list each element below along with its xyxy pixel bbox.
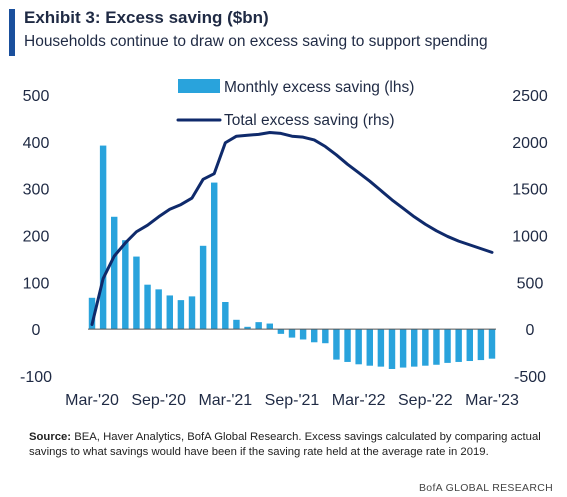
- bar-1: [99, 145, 107, 330]
- bar-27: [388, 329, 396, 369]
- left-tick-label: 400: [23, 135, 50, 152]
- bar-34: [466, 329, 473, 362]
- excess-saving-chart: -100 0 100 200 300 400 500 -500 0 500 1000 1500 200…: [20, 79, 548, 409]
- x-axis-ticks: Mar-'20 Sep-'20 Mar-'21 Sep-'21 Mar-'22 Sep-'…: [65, 392, 519, 409]
- bar-36: [488, 329, 496, 359]
- bar-26: [377, 329, 385, 367]
- bar-28: [399, 329, 407, 368]
- bar-16: [266, 323, 273, 330]
- source-label: Source:: [29, 431, 72, 443]
- bar-32: [444, 329, 451, 363]
- x-tick-label: Sep-'22: [398, 392, 453, 409]
- bar-12: [222, 302, 229, 330]
- bar-7: [166, 295, 173, 330]
- right-axis-ticks: -500 0 500 1000 1500 2000 2500: [512, 88, 548, 386]
- bar-31: [433, 329, 440, 365]
- left-tick-label: 500: [23, 88, 50, 105]
- bar-21: [322, 329, 329, 344]
- x-tick-label: Sep-'21: [265, 392, 320, 409]
- x-tick-label: Mar-'20: [65, 392, 119, 409]
- bar-35: [477, 329, 485, 361]
- right-tick-label: 1000: [512, 229, 548, 246]
- chart-title: Exhibit 3: Excess saving ($bn): [24, 8, 269, 27]
- bar-13: [233, 319, 240, 330]
- brand-footer: BofA GLOBAL RESEARCH: [419, 482, 553, 494]
- bar-4: [133, 256, 140, 330]
- chart-subtitle: Households continue to draw on excess sa…: [24, 33, 488, 50]
- left-axis-ticks: -100 0 100 200 300 400 500: [20, 88, 52, 386]
- bar-23: [344, 329, 351, 362]
- x-tick-label: Sep-'20: [131, 392, 186, 409]
- bar-22: [333, 329, 340, 360]
- title-accent-bar: [9, 9, 15, 56]
- bar-0: [88, 297, 96, 330]
- left-tick-label: 300: [23, 182, 50, 199]
- legend-bar-swatch: [178, 79, 220, 93]
- bar-11: [211, 182, 218, 330]
- left-tick-label: 0: [32, 322, 41, 339]
- line-series: [90, 130, 494, 326]
- legend-bar-label: Monthly excess saving (lhs): [224, 79, 414, 96]
- right-tick-label: -500: [514, 369, 546, 386]
- bar-24: [355, 329, 362, 365]
- source-text: BEA, Haver Analytics, BofA Global Resear…: [29, 431, 541, 458]
- right-tick-label: 2500: [512, 88, 548, 105]
- bar-33: [455, 329, 462, 362]
- bar-19: [299, 329, 307, 340]
- x-tick-label: Mar-'21: [198, 392, 252, 409]
- bar-9: [188, 296, 196, 330]
- bar-29: [411, 329, 418, 367]
- bar-15: [255, 322, 262, 330]
- bar-6: [155, 289, 162, 330]
- x-tick-label: Mar-'23: [465, 392, 519, 409]
- right-tick-label: 0: [526, 322, 535, 339]
- left-tick-label: -100: [20, 369, 52, 386]
- legend-line-label: Total excess saving (rhs): [224, 112, 395, 129]
- total-excess-saving-line: [90, 130, 494, 326]
- left-tick-label: 200: [23, 229, 50, 246]
- right-tick-label: 500: [517, 275, 544, 292]
- bar-14: [244, 326, 251, 330]
- bar-17: [277, 329, 285, 334]
- right-tick-label: 2000: [512, 135, 548, 152]
- right-tick-label: 1500: [512, 182, 548, 199]
- bar-25: [366, 329, 373, 366]
- bar-18: [288, 329, 296, 338]
- bar-5: [144, 284, 151, 330]
- bar-3: [122, 240, 129, 330]
- x-tick-label: Mar-'22: [332, 392, 386, 409]
- left-tick-label: 100: [23, 275, 50, 292]
- source-note: Source: BEA, Haver Analytics, BofA Globa…: [29, 430, 549, 460]
- bar-2: [111, 216, 118, 330]
- bar-20: [311, 329, 318, 343]
- legend: Monthly excess saving (lhs) Total excess …: [176, 79, 414, 129]
- bar-30: [422, 329, 429, 366]
- bar-series: [88, 145, 496, 369]
- bar-8: [177, 300, 185, 330]
- bar-10: [199, 245, 207, 330]
